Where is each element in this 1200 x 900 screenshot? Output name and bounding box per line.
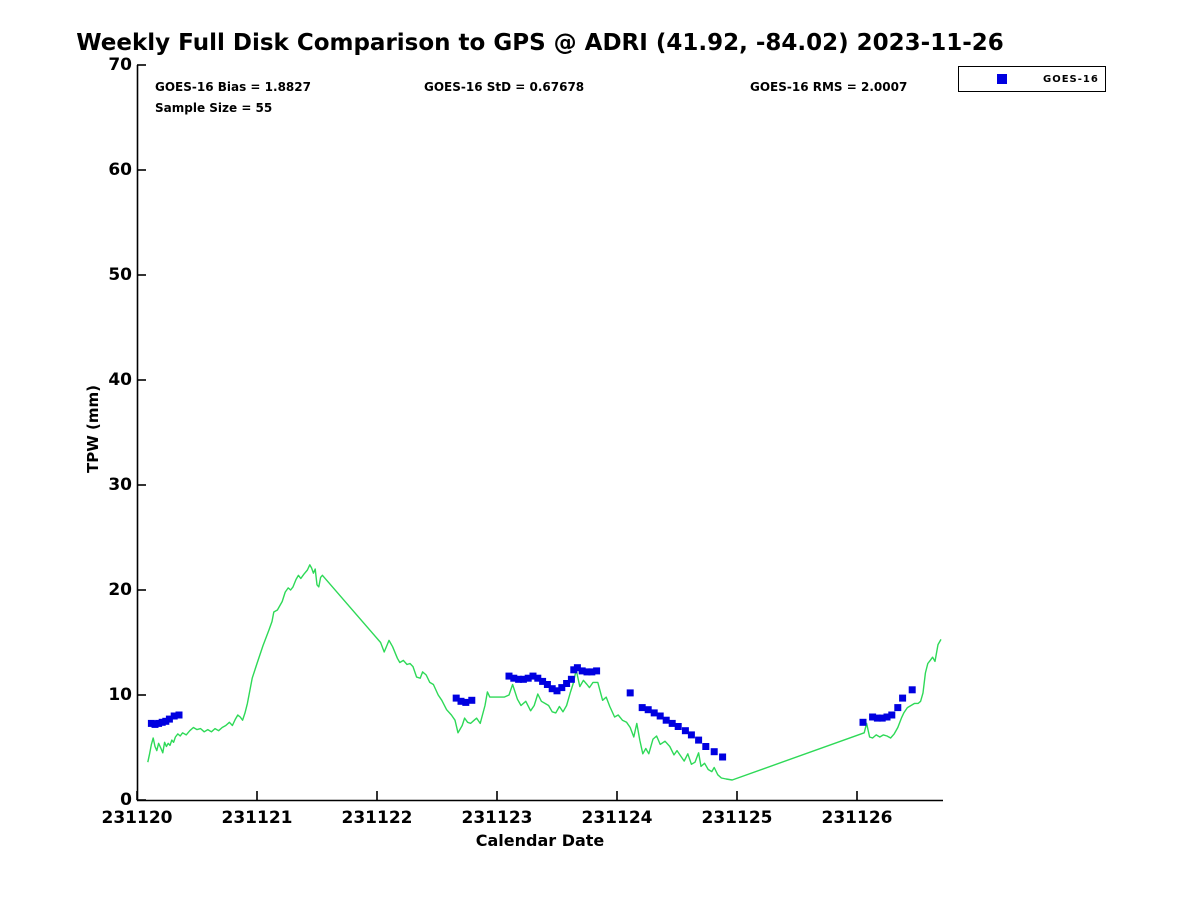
goes16-marker <box>570 666 578 674</box>
goes16-marker <box>534 674 542 682</box>
goes16-marker <box>539 677 547 685</box>
goes16-marker <box>578 667 586 675</box>
goes16-marker <box>869 713 877 721</box>
x-tick-label: 231120 <box>101 808 173 828</box>
goes16-marker <box>563 680 571 687</box>
stat-std: GOES-16 StD = 0.67678 <box>424 80 585 94</box>
x-tick-label: 231124 <box>581 808 653 828</box>
goes16-marker <box>519 675 527 683</box>
x-tick-label: 231121 <box>221 808 293 828</box>
goes16-marker <box>510 674 518 682</box>
legend-entry-label: GOES-16 <box>1043 73 1099 85</box>
goes16-marker <box>626 689 634 697</box>
goes16-marker <box>524 674 532 682</box>
y-tick-label: 10 <box>108 685 132 705</box>
x-tick-label: 231126 <box>821 808 893 828</box>
goes16-marker <box>155 719 163 727</box>
y-tick-label: 40 <box>108 370 132 390</box>
goes16-marker <box>894 704 902 712</box>
goes16-marker <box>695 736 703 744</box>
y-tick-label: 30 <box>108 475 132 495</box>
goes16-marker <box>573 664 581 672</box>
goes16-marker <box>644 706 652 714</box>
goes16-marker <box>567 675 575 683</box>
goes16-marker <box>638 704 646 712</box>
legend-marker-square-icon <box>997 74 1007 84</box>
goes16-marker <box>656 712 664 720</box>
goes16-marker <box>888 711 896 719</box>
goes16-marker <box>702 743 710 750</box>
goes16-marker <box>650 709 658 717</box>
goes16-marker <box>583 668 591 676</box>
goes16-marker <box>452 694 460 702</box>
stat-sample-size: Sample Size = 55 <box>155 101 273 115</box>
goes16-marker <box>873 714 881 722</box>
goes16-marker <box>158 718 166 726</box>
goes16-marker <box>468 696 476 704</box>
goes16-marker <box>588 668 596 676</box>
goes16-marker <box>687 731 695 739</box>
goes16-marker <box>553 687 561 695</box>
goes16-marker <box>719 753 727 761</box>
y-tick-label: 0 <box>120 790 132 810</box>
x-tick-label: 231123 <box>461 808 533 828</box>
legend: GOES-16 <box>958 66 1106 92</box>
goes16-marker <box>147 719 155 727</box>
goes16-marker <box>668 719 676 727</box>
y-tick-label: 50 <box>108 265 132 285</box>
goes16-marker <box>908 686 916 694</box>
goes16-marker <box>878 714 886 722</box>
goes16-marker <box>529 672 537 680</box>
y-tick-label: 60 <box>108 160 132 180</box>
gps-line <box>147 564 942 781</box>
goes16-marker <box>162 717 170 725</box>
goes16-marker <box>883 713 891 721</box>
goes16-marker <box>548 685 556 693</box>
goes16-marker <box>593 667 601 675</box>
goes16-marker <box>170 712 178 720</box>
goes16-marker <box>674 723 682 730</box>
goes16-marker <box>462 698 470 706</box>
goes16-marker <box>165 715 173 723</box>
y-axis-label: TPW (mm) <box>84 385 102 473</box>
goes16-marker <box>859 718 867 726</box>
goes16-marker <box>175 711 183 719</box>
goes16-marker <box>515 675 523 683</box>
goes16-marker <box>662 716 670 724</box>
x-tick-label: 231122 <box>341 808 413 828</box>
x-axis-label: Calendar Date <box>475 831 605 850</box>
goes16-marker <box>558 684 566 692</box>
goes16-marker <box>457 697 465 705</box>
y-tick-label: 70 <box>108 55 132 75</box>
stat-bias: GOES-16 Bias = 1.8827 <box>155 80 311 94</box>
goes16-marker <box>151 720 159 728</box>
y-tick-label: 20 <box>108 580 132 600</box>
chart-title: Weekly Full Disk Comparison to GPS @ ADR… <box>76 30 1004 56</box>
x-tick-label: 231125 <box>701 808 773 828</box>
goes16-marker <box>543 681 551 688</box>
goes16-marker <box>710 748 718 756</box>
stat-rms: GOES-16 RMS = 2.0007 <box>750 80 908 94</box>
goes16-marker <box>505 672 513 680</box>
goes16-marker <box>681 727 689 735</box>
goes16-marker <box>899 694 907 702</box>
